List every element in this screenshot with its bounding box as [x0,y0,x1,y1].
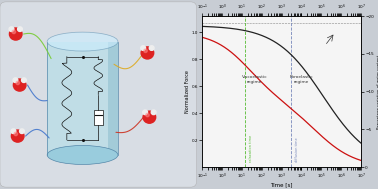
Circle shape [14,132,17,136]
Circle shape [151,110,156,115]
X-axis label: Time [s]: Time [s] [270,182,293,187]
Text: diffusion time: diffusion time [294,137,299,162]
Circle shape [146,113,149,117]
Circle shape [16,81,20,85]
Circle shape [143,110,147,115]
Y-axis label: Percentage variation of water content: Percentage variation of water content [377,55,378,129]
Circle shape [12,30,15,34]
Circle shape [11,130,24,142]
Bar [94,110,102,125]
Text: Poroelastic
regime: Poroelastic regime [290,75,313,84]
Circle shape [149,46,154,50]
Circle shape [143,111,156,123]
Circle shape [141,47,154,59]
Circle shape [11,129,16,133]
Polygon shape [47,42,118,155]
Circle shape [13,78,18,82]
Circle shape [20,129,24,133]
Circle shape [9,28,22,40]
Text: Viscoelastic
regime: Viscoelastic regime [242,75,267,84]
FancyBboxPatch shape [0,2,197,187]
Circle shape [18,27,22,31]
Circle shape [144,49,147,53]
Ellipse shape [47,32,118,51]
Circle shape [141,46,146,50]
Circle shape [22,78,26,82]
Y-axis label: Normalized Force: Normalized Force [185,70,190,113]
Polygon shape [108,42,118,155]
Text: relaxation time: relaxation time [249,135,253,162]
Ellipse shape [47,146,118,164]
Circle shape [13,79,26,91]
Circle shape [9,27,14,31]
